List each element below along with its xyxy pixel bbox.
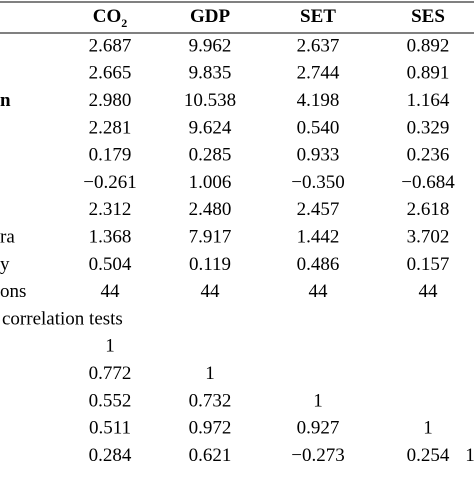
cell: 1.368	[89, 226, 132, 247]
correlation-cell: 0.552	[89, 390, 132, 411]
cell: 9.835	[189, 63, 232, 84]
cell: 3.702	[407, 226, 450, 247]
cell: 2.281	[89, 117, 132, 138]
cell: 44	[201, 281, 221, 302]
cell: 2.637	[297, 35, 340, 56]
cell: 10.538	[184, 90, 236, 111]
correlation-cell: 1	[105, 336, 115, 357]
row-label: n	[0, 90, 11, 111]
cell: 2.665	[89, 63, 132, 84]
correlation-cell: 0.284	[89, 445, 132, 466]
cell: 2.457	[297, 199, 340, 220]
cell: 2.618	[407, 199, 450, 220]
row-label: ons	[0, 281, 26, 302]
cell: 9.624	[189, 117, 232, 138]
correlation-cell: 0.972	[189, 418, 232, 439]
cell: 0.540	[297, 117, 340, 138]
cell: 0.157	[407, 254, 450, 275]
correlation-cell: 1	[205, 363, 215, 384]
column-header-text: SET	[300, 6, 336, 27]
cell: 0.285	[189, 145, 232, 166]
column-header-text: GDP	[190, 6, 231, 27]
cell: 44	[309, 281, 329, 302]
cell: 2.687	[89, 35, 132, 56]
cell: 0.119	[189, 254, 231, 275]
cell: 0.933	[297, 145, 340, 166]
column-header-text: CO	[93, 6, 122, 27]
cell: 44	[419, 281, 439, 302]
correlation-cell: 0.772	[89, 363, 132, 384]
cell: 0.486	[297, 254, 340, 275]
column-header: CO2	[93, 6, 128, 29]
section-label: correlation tests	[2, 308, 123, 329]
cell: 44	[101, 281, 121, 302]
row-label: y	[0, 254, 10, 275]
column-header-text: SES	[411, 6, 445, 27]
column-header-subscript: 2	[121, 16, 127, 30]
cell: 0.504	[89, 254, 132, 275]
cell: −0.350	[291, 172, 344, 193]
correlation-cell: 0.511	[89, 418, 131, 439]
correlation-cell: 1	[465, 445, 474, 466]
correlation-cell: 1	[313, 390, 323, 411]
cell: 1.006	[189, 172, 232, 193]
cell: 0.236	[407, 145, 450, 166]
cell: 2.312	[89, 199, 132, 220]
cell: 2.480	[189, 199, 232, 220]
cell: 0.892	[407, 35, 450, 56]
cell: 9.962	[189, 35, 232, 56]
correlation-cell: 0.621	[189, 445, 232, 466]
cell: 1.164	[407, 90, 450, 111]
cell: 2.980	[89, 90, 132, 111]
cell: 4.198	[297, 90, 340, 111]
correlation-cell: 0.254	[407, 445, 450, 466]
cell: 7.917	[189, 226, 232, 247]
cell: 0.329	[407, 117, 450, 138]
correlation-cell: 0.732	[189, 390, 232, 411]
cell: 2.744	[297, 63, 340, 84]
column-header: SET	[300, 6, 336, 27]
column-header: SES	[411, 6, 445, 27]
cell: −0.261	[83, 172, 136, 193]
column-header: GDP	[190, 6, 231, 27]
correlation-cell: −0.273	[291, 445, 344, 466]
correlation-cell: 1	[423, 418, 433, 439]
cell: −0.684	[401, 172, 455, 193]
cell: 0.891	[407, 63, 450, 84]
row-label: ra	[0, 226, 15, 247]
correlation-cell: 0.927	[297, 418, 340, 439]
cell: 0.179	[89, 145, 132, 166]
cell: 1.442	[297, 226, 340, 247]
